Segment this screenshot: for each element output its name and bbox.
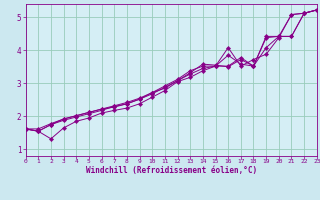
- X-axis label: Windchill (Refroidissement éolien,°C): Windchill (Refroidissement éolien,°C): [86, 166, 257, 175]
